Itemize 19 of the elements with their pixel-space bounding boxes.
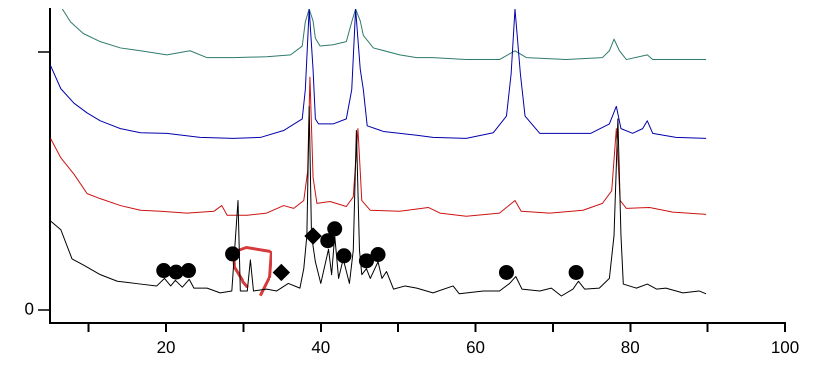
x-tick-label: 80 xyxy=(620,338,640,357)
point xyxy=(568,264,584,280)
point xyxy=(225,246,240,262)
point xyxy=(498,264,514,280)
point xyxy=(304,228,322,245)
point xyxy=(272,264,290,281)
point xyxy=(358,253,374,268)
point xyxy=(180,263,196,278)
text: 0 xyxy=(24,300,34,319)
point xyxy=(168,264,184,280)
point xyxy=(370,247,386,262)
x-tick-label: 100 xyxy=(770,338,800,357)
x-tick-label: 20 xyxy=(156,338,176,357)
x-tick-label: 40 xyxy=(311,338,330,357)
point xyxy=(320,233,336,248)
point xyxy=(336,248,352,264)
point xyxy=(327,221,342,236)
point xyxy=(156,263,172,278)
x-tick-label: 60 xyxy=(466,338,485,357)
